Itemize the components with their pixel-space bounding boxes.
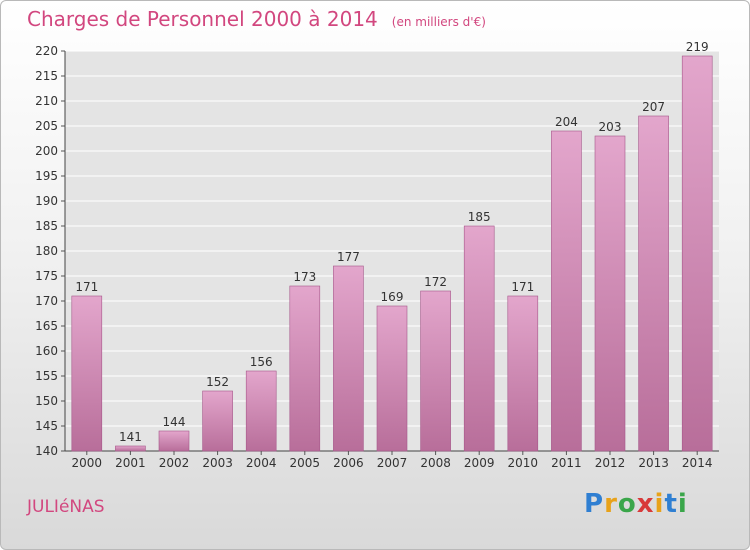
bar <box>333 265 364 452</box>
bar <box>681 55 713 452</box>
bar <box>638 115 669 452</box>
x-tick-label: 2010 <box>508 456 539 470</box>
data-label: 173 <box>293 270 316 284</box>
logo-letter: x <box>636 489 655 519</box>
y-tick-label: 210 <box>35 94 58 108</box>
x-tick-label: 2003 <box>202 456 233 470</box>
logo-letter: r <box>604 489 618 519</box>
y-tick-label: 175 <box>35 269 58 283</box>
data-label: 172 <box>424 275 447 289</box>
bar <box>289 285 321 452</box>
bar <box>507 295 539 452</box>
logo-letter: i <box>677 489 688 519</box>
y-tick-label: 170 <box>35 294 58 308</box>
logo-letter: o <box>617 489 637 519</box>
bar <box>115 445 146 452</box>
bar <box>463 225 495 452</box>
chart-title-text: Charges de Personnel 2000 à 2014 <box>27 7 378 31</box>
chart-subtitle: (en milliers d'€) <box>391 15 486 29</box>
data-label: 169 <box>381 290 404 304</box>
y-tick-label: 140 <box>35 444 58 458</box>
data-label: 141 <box>119 430 142 444</box>
x-tick-label: 2001 <box>115 456 146 470</box>
bar <box>245 370 277 452</box>
bar <box>71 295 103 452</box>
commune-name: JULIéNAS <box>27 497 105 517</box>
data-label: 156 <box>250 355 273 369</box>
bar <box>594 135 626 452</box>
x-tick-label: 2013 <box>638 456 669 470</box>
y-tick-label: 215 <box>35 69 58 83</box>
chart-title: Charges de Personnel 2000 à 2014 (en mill… <box>27 7 486 31</box>
y-tick-label: 180 <box>35 244 58 258</box>
data-label: 171 <box>511 280 534 294</box>
proxiti-logo: Proxiti <box>584 489 688 519</box>
bar <box>551 130 582 452</box>
y-tick-label: 160 <box>35 344 58 358</box>
y-tick-label: 190 <box>35 194 58 208</box>
bar <box>158 430 190 452</box>
data-label: 207 <box>642 100 665 114</box>
bar <box>420 290 451 452</box>
logo-letter: i <box>654 489 665 519</box>
data-label: 144 <box>163 415 186 429</box>
data-label: 219 <box>686 40 709 54</box>
logo-letter: P <box>584 489 605 519</box>
x-tick-label: 2009 <box>464 456 495 470</box>
data-label: 171 <box>75 280 98 294</box>
data-label: 152 <box>206 375 229 389</box>
y-tick-label: 150 <box>35 394 58 408</box>
x-tick-label: 2012 <box>595 456 626 470</box>
data-label: 203 <box>599 120 622 134</box>
y-tick-label: 145 <box>35 419 58 433</box>
y-tick-label: 155 <box>35 369 58 383</box>
x-tick-label: 2006 <box>333 456 364 470</box>
x-tick-label: 2008 <box>420 456 451 470</box>
y-tick-label: 220 <box>35 44 58 58</box>
y-tick-label: 165 <box>35 319 58 333</box>
x-tick-label: 2000 <box>72 456 103 470</box>
data-label: 177 <box>337 250 360 264</box>
x-tick-label: 2014 <box>682 456 713 470</box>
x-tick-label: 2005 <box>290 456 321 470</box>
bar <box>202 390 233 452</box>
y-tick-label: 195 <box>35 169 58 183</box>
x-tick-label: 2004 <box>246 456 277 470</box>
y-tick-label: 185 <box>35 219 58 233</box>
x-tick-label: 2002 <box>159 456 190 470</box>
x-tick-label: 2007 <box>377 456 408 470</box>
logo-letter: t <box>664 489 678 519</box>
x-tick-label: 2011 <box>551 456 582 470</box>
data-label: 204 <box>555 115 578 129</box>
data-label: 185 <box>468 210 491 224</box>
y-tick-label: 200 <box>35 144 58 158</box>
bar <box>376 305 408 452</box>
y-tick-label: 205 <box>35 119 58 133</box>
